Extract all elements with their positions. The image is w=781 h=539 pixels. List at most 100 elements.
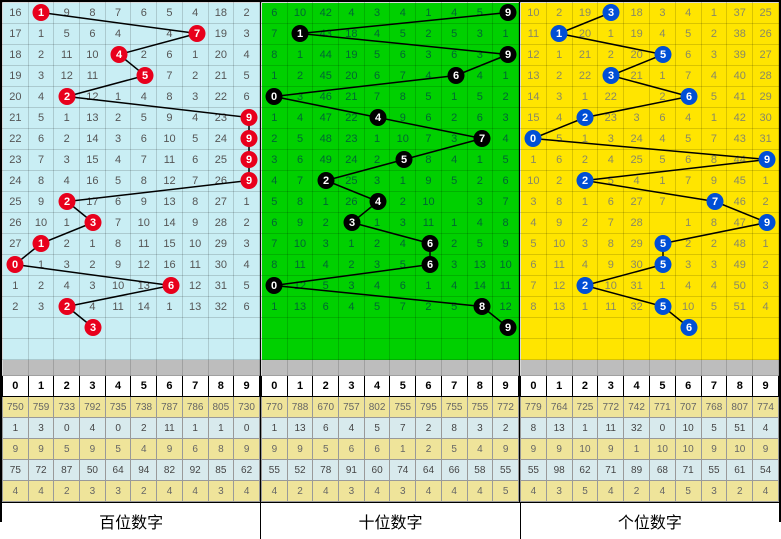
cell: 9 <box>105 255 131 276</box>
cell: 42 <box>727 108 753 129</box>
cell: 13 <box>521 66 547 87</box>
cell <box>598 339 624 360</box>
cell: 8 <box>546 192 572 213</box>
cell: 2 <box>364 234 390 255</box>
stat-cell: 7 <box>390 418 416 439</box>
panel-2: 1021918341372511201194523826121212206339… <box>520 2 779 502</box>
cell: 23 <box>208 108 234 129</box>
cell: 25 <box>624 150 650 171</box>
cell: 10 <box>157 129 183 150</box>
cell: 8 <box>416 150 442 171</box>
cell: 3 <box>364 171 390 192</box>
cell: 10 <box>390 129 416 150</box>
stat-cell: 10 <box>727 439 753 460</box>
cell: 12 <box>182 276 208 297</box>
cell: 7 <box>262 234 288 255</box>
cell: 1 <box>390 171 416 192</box>
stat-cell: 62 <box>572 460 598 481</box>
stat-cell: 9 <box>493 439 519 460</box>
stat-cell: 707 <box>675 397 701 418</box>
cell: 1 <box>572 129 598 150</box>
gap-cell <box>727 360 753 376</box>
stat-cell: 5 <box>54 439 80 460</box>
cell: 2 <box>54 234 80 255</box>
cell: 10 <box>80 45 106 66</box>
cell: 3 <box>313 234 339 255</box>
gap-cell <box>3 360 29 376</box>
stat-cell: 786 <box>182 397 208 418</box>
cell: 1 <box>28 255 54 276</box>
cell <box>131 318 157 339</box>
cell: 9 <box>493 234 519 255</box>
stat-cell: 9 <box>287 439 313 460</box>
stat-cell: 5 <box>364 418 390 439</box>
cell: 4 <box>364 24 390 45</box>
cell: 18 <box>208 3 234 24</box>
cell: 12 <box>54 66 80 87</box>
panel-label: 十位数字 <box>261 503 520 539</box>
stat-cell: 730 <box>234 397 260 418</box>
cell <box>624 87 650 108</box>
cell: 7 <box>364 87 390 108</box>
cell <box>493 45 519 66</box>
digit-header: 6 <box>157 376 183 397</box>
cell <box>339 213 365 234</box>
cell: 1 <box>80 234 106 255</box>
cell <box>182 339 208 360</box>
cell: 6 <box>675 45 701 66</box>
stat-cell: 755 <box>441 397 467 418</box>
cell: 10 <box>287 234 313 255</box>
cell: 30 <box>208 255 234 276</box>
digit-header: 9 <box>234 376 260 397</box>
cell: 22 <box>572 66 598 87</box>
gap-cell <box>493 360 519 376</box>
cell <box>390 318 416 339</box>
cell: 19 <box>624 24 650 45</box>
stat-cell: 6 <box>182 439 208 460</box>
cell: 9 <box>287 213 313 234</box>
cell: 11 <box>80 66 106 87</box>
cell: 3 <box>624 108 650 129</box>
cell: 26 <box>753 24 779 45</box>
cell: 14 <box>80 129 106 150</box>
cell: 3 <box>234 234 260 255</box>
cell: 5 <box>28 108 54 129</box>
cell: 24 <box>3 171 29 192</box>
cell: 8 <box>675 87 701 108</box>
cell: 5 <box>262 192 288 213</box>
cell: 8 <box>521 297 547 318</box>
stat-cell: 772 <box>493 397 519 418</box>
cell: 9 <box>131 192 157 213</box>
cell <box>105 45 131 66</box>
digit-header: 3 <box>80 376 106 397</box>
gap-cell <box>80 360 106 376</box>
cell <box>28 3 54 24</box>
cell: 4 <box>390 234 416 255</box>
cell: 10 <box>105 276 131 297</box>
cell: 31 <box>624 276 650 297</box>
cell: 6 <box>313 297 339 318</box>
cell <box>364 318 390 339</box>
stat-cell: 64 <box>105 460 131 481</box>
cell: 23 <box>3 150 29 171</box>
cell: 17 <box>3 24 29 45</box>
cell: 4 <box>416 66 442 87</box>
cell: 16 <box>157 255 183 276</box>
cell: 4 <box>287 108 313 129</box>
stat-cell: 6 <box>313 418 339 439</box>
cell <box>727 318 753 339</box>
stat-cell: 58 <box>467 460 493 481</box>
cell <box>105 318 131 339</box>
cell <box>287 318 313 339</box>
cell <box>441 318 467 339</box>
cell: 13 <box>157 192 183 213</box>
cell: 1 <box>649 276 675 297</box>
stat-cell: 9 <box>546 439 572 460</box>
cell: 7 <box>157 66 183 87</box>
stat-cell: 9 <box>28 439 54 460</box>
cell: 5 <box>493 150 519 171</box>
cell <box>598 318 624 339</box>
stat-cell: 779 <box>521 397 547 418</box>
gap-cell <box>598 360 624 376</box>
cell <box>441 192 467 213</box>
